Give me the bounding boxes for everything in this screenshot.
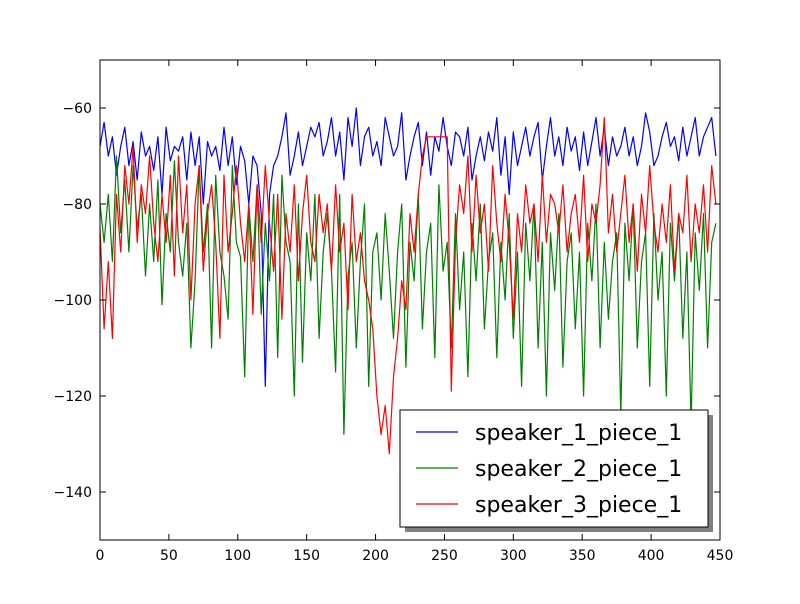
y-tick-label: −100: [54, 293, 92, 309]
series-layer: [100, 107, 717, 455]
x-tick-label: 0: [96, 548, 105, 564]
legend-label: speaker_1_piece_1: [475, 421, 682, 446]
x-tick-label: 250: [431, 548, 458, 564]
y-tick-label: −140: [54, 485, 92, 501]
axis-ticks: 0 50 100 150 200 250 300 350 400 450 −60 −80 −100 −12…: [54, 60, 734, 564]
series-line-2: [100, 155, 717, 435]
series-line-1: [100, 107, 717, 387]
x-tick-label: 450: [707, 548, 734, 564]
series-line-3: [100, 116, 717, 455]
y-tick-label: −60: [62, 101, 92, 117]
x-tick-label: 300: [500, 548, 527, 564]
x-tick-label: 50: [160, 548, 178, 564]
legend-label: speaker_2_piece_1: [475, 457, 682, 482]
legend-box: [399, 409, 709, 528]
x-tick-label: 200: [362, 548, 389, 564]
x-tick-label: 150: [293, 548, 320, 564]
legend: speaker_1_piece_1 speaker_2_piece_1speake…: [399, 409, 713, 532]
x-tick-label: 400: [638, 548, 665, 564]
y-tick-label: −80: [62, 197, 92, 213]
legend-label: speaker_3_piece_1: [475, 493, 682, 518]
x-tick-label: 350: [569, 548, 596, 564]
y-tick-label: −120: [54, 389, 92, 405]
x-tick-label: 100: [224, 548, 251, 564]
